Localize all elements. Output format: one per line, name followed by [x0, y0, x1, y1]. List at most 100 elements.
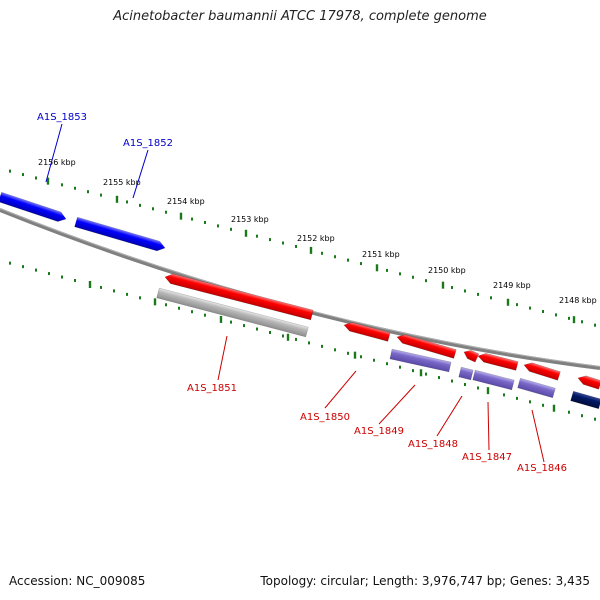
minor-tick	[230, 227, 232, 231]
feature-a1s-1849[interactable]	[396, 333, 457, 359]
minor-tick	[347, 351, 349, 355]
minor-tick	[74, 186, 76, 190]
minor-tick	[542, 309, 544, 313]
minor-tick	[22, 265, 24, 269]
feature-a1s-1847[interactable]	[477, 352, 519, 371]
major-tick	[179, 212, 183, 220]
major-tick	[486, 387, 490, 395]
minor-tick	[113, 289, 115, 293]
map-title: Acinetobacter baumannii ATCC 17978, comp…	[113, 9, 487, 24]
minor-tick	[35, 176, 37, 180]
minor-tick	[373, 358, 375, 362]
minor-tick	[451, 286, 453, 290]
major-tick	[219, 315, 223, 323]
minor-tick	[568, 410, 570, 414]
tick-label: 2156 kbp	[38, 158, 76, 167]
minor-tick	[204, 220, 206, 224]
minor-tick	[594, 417, 596, 421]
minor-tick	[48, 272, 50, 276]
label-leader-line	[378, 384, 416, 425]
major-tick	[572, 316, 576, 324]
minor-tick	[243, 324, 245, 328]
minor-tick	[178, 306, 180, 310]
label-leader-line	[531, 409, 545, 463]
minor-tick	[412, 369, 414, 373]
minor-tick	[594, 323, 596, 327]
minor-tick	[386, 362, 388, 366]
gene-bar-a1s-1848[interactable]	[458, 366, 474, 381]
gene-features	[0, 191, 600, 410]
minor-tick	[165, 303, 167, 307]
minor-tick	[295, 244, 297, 248]
feature-a1s-1853[interactable]	[0, 191, 68, 223]
minor-tick	[282, 334, 284, 338]
feature-next-cds[interactable]	[577, 374, 600, 390]
minor-tick	[386, 268, 388, 272]
major-tick	[353, 351, 357, 359]
gene-label[interactable]: A1S_1848	[408, 439, 458, 450]
feature-a1s-1852[interactable]	[74, 216, 167, 253]
gene-bar-a1s-1851[interactable]	[156, 287, 309, 338]
minor-tick	[490, 296, 492, 300]
minor-tick	[282, 241, 284, 245]
minor-tick	[516, 396, 518, 400]
major-tick	[441, 281, 445, 289]
gene-label[interactable]: A1S_1853	[37, 112, 87, 123]
tick-label: 2152 kbp	[297, 234, 335, 243]
accession-text: Accession: NC_009085	[9, 574, 146, 588]
minor-tick	[503, 393, 505, 397]
gene-bar-a1s-1846[interactable]	[517, 377, 556, 399]
minor-tick	[568, 316, 570, 320]
gene-label[interactable]: A1S_1851	[187, 383, 237, 394]
tick-label: 2149 kbp	[493, 281, 531, 290]
minor-tick	[191, 310, 193, 314]
minor-tick	[464, 289, 466, 293]
gene-label[interactable]: A1S_1849	[354, 426, 404, 437]
gene-label[interactable]: A1S_1850	[300, 412, 350, 423]
gene-label[interactable]: A1S_1846	[517, 463, 567, 474]
gene-label[interactable]: A1S_1852	[123, 138, 173, 149]
label-leader-line	[487, 401, 490, 451]
genome-summary-text: Topology: circular; Length: 3,976,747 bp…	[260, 574, 590, 588]
minor-tick	[9, 169, 11, 173]
minor-tick	[399, 365, 401, 369]
feature-a1s-1850[interactable]	[343, 321, 391, 342]
minor-tick	[360, 262, 362, 266]
gene-bar-a1s-1849[interactable]	[389, 348, 452, 373]
minor-tick	[477, 292, 479, 296]
gene-bar-next[interactable]	[570, 390, 600, 410]
label-leader-lines	[45, 123, 545, 463]
minor-tick	[126, 292, 128, 296]
label-leader-line	[217, 335, 228, 381]
minor-tick	[217, 224, 219, 228]
feature-a1s-1848[interactable]	[462, 348, 480, 363]
major-tick	[309, 246, 313, 254]
minor-tick	[191, 217, 193, 221]
minor-tick	[61, 183, 63, 187]
minor-tick	[399, 272, 401, 276]
minor-tick	[360, 355, 362, 359]
label-leader-line	[45, 123, 63, 183]
minor-tick	[139, 203, 141, 207]
feature-a1s-1846[interactable]	[523, 361, 561, 381]
minor-tick	[100, 285, 102, 289]
major-tick	[506, 298, 510, 306]
minor-tick	[464, 383, 466, 386]
minor-tick	[308, 341, 310, 345]
label-leader-line	[436, 395, 463, 437]
minor-tick	[321, 251, 323, 255]
minor-tick	[256, 327, 258, 331]
feature-a1s-1851[interactable]	[164, 272, 314, 321]
minor-tick	[139, 296, 141, 300]
minor-tick	[334, 348, 336, 352]
minor-tick	[61, 275, 63, 279]
gene-label[interactable]: A1S_1847	[462, 452, 512, 463]
minor-tick	[555, 313, 557, 317]
major-tick	[88, 281, 92, 288]
tick-label: 2155 kbp	[103, 178, 141, 187]
minor-tick	[581, 414, 583, 418]
minor-tick	[451, 379, 453, 383]
gene-bar-a1s-1847[interactable]	[472, 369, 515, 391]
minor-tick	[35, 268, 37, 272]
